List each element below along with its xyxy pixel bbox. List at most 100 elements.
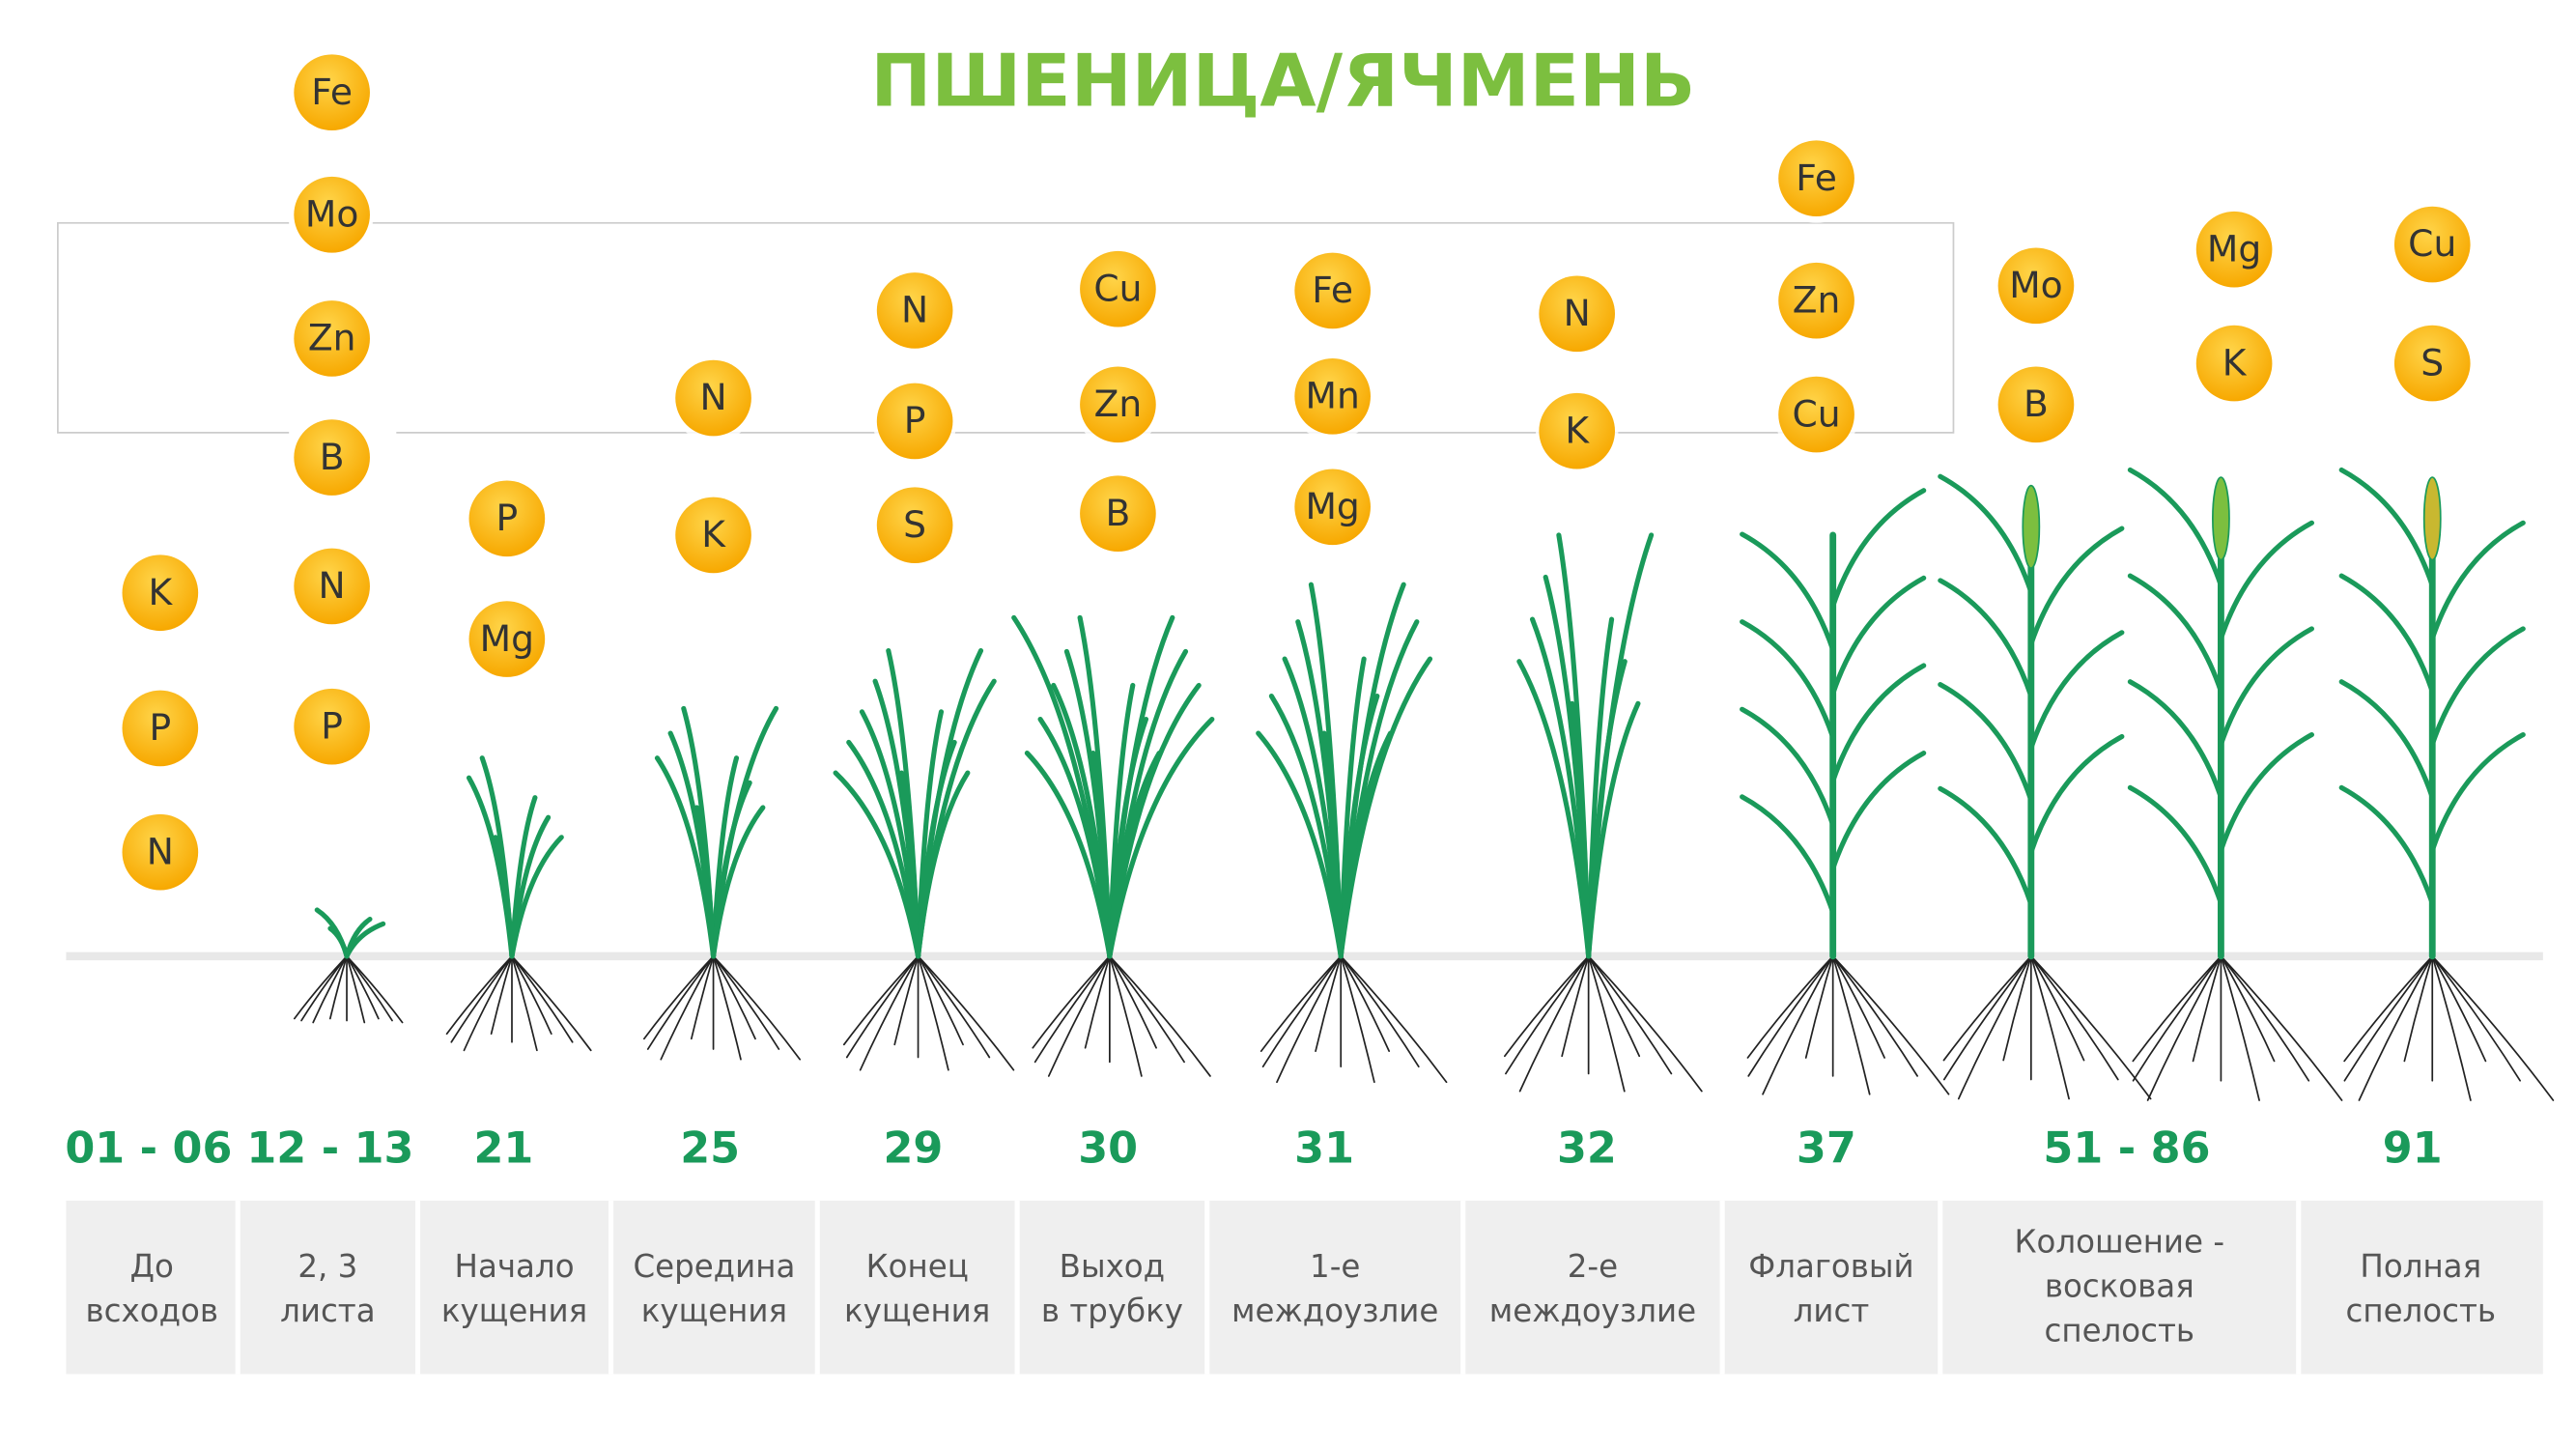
root — [1587, 955, 1626, 1093]
label-row — [66, 1200, 2543, 1375]
leaf — [2429, 520, 2526, 641]
root — [1587, 955, 1641, 1058]
element-symbol: Cu — [1093, 267, 1142, 309]
element-badge — [675, 497, 751, 574]
root — [2220, 955, 2260, 1101]
root — [346, 955, 404, 1024]
stage-code: 37 — [1797, 1124, 1856, 1174]
stage-label: Полная — [2360, 1248, 2481, 1285]
root — [643, 955, 715, 1040]
root — [1261, 955, 1343, 1068]
root — [2029, 955, 2070, 1100]
element-symbol: Mo — [305, 192, 358, 235]
root — [2029, 955, 2152, 1100]
stage-label: кущения — [844, 1293, 990, 1329]
element-symbol: Zn — [1793, 278, 1841, 321]
element-symbol: P — [150, 706, 172, 749]
leaf — [915, 678, 997, 959]
root — [1276, 955, 1343, 1084]
element-badge — [122, 554, 199, 632]
element-badge — [2393, 206, 2471, 283]
leaf — [1740, 619, 1836, 740]
element-symbol: K — [149, 571, 174, 613]
root — [1340, 955, 1420, 1068]
element-badge — [294, 419, 370, 496]
root — [712, 955, 780, 1050]
stage-label: в трубку — [1041, 1293, 1183, 1329]
stage-label: междоузлие — [1231, 1293, 1438, 1329]
leaf — [1830, 488, 1927, 609]
leaf — [2127, 784, 2223, 906]
plant — [1504, 532, 1703, 1093]
root — [1587, 955, 1673, 1075]
root — [1831, 955, 1885, 1059]
root — [1942, 955, 2032, 1081]
root — [2431, 955, 2555, 1101]
element-symbol: B — [2024, 383, 2049, 425]
element-badge — [2195, 325, 2273, 402]
leaf — [2127, 467, 2223, 588]
stage-label: Начало — [455, 1248, 575, 1285]
root — [463, 955, 513, 1052]
element-symbol: N — [699, 376, 726, 418]
element-symbol: Mg — [480, 617, 534, 660]
stage-code: 91 — [2383, 1124, 2443, 1174]
root — [1561, 955, 1590, 1058]
stage-code: 21 — [474, 1124, 534, 1174]
root — [917, 955, 991, 1059]
leaf — [1740, 531, 1836, 653]
root — [2431, 955, 2472, 1101]
root — [511, 955, 538, 1052]
plant — [2338, 467, 2555, 1101]
root — [1762, 955, 1834, 1095]
element-symbol: K — [701, 513, 726, 555]
leaf — [2028, 526, 2125, 647]
root — [346, 955, 393, 1022]
leaf — [314, 907, 350, 959]
root — [2358, 955, 2434, 1101]
root — [2132, 955, 2222, 1063]
leaf — [1516, 659, 1592, 959]
leaf — [1938, 473, 2034, 595]
root — [300, 955, 348, 1022]
element-symbol: N — [1564, 292, 1591, 334]
root — [917, 955, 964, 1046]
root — [1340, 955, 1448, 1084]
element-badge — [1080, 366, 1156, 443]
stage-label: кущения — [441, 1293, 587, 1329]
element-symbol: P — [496, 497, 519, 539]
plant — [1256, 582, 1448, 1084]
root — [1505, 955, 1590, 1075]
root — [2002, 955, 2032, 1062]
root — [1831, 955, 1918, 1077]
root — [1746, 955, 1834, 1059]
stage-label: Колошение - — [2014, 1223, 2224, 1260]
element-symbol: Mn — [1306, 375, 1360, 417]
root — [842, 955, 920, 1046]
stage-label: 1-е — [1310, 1248, 1360, 1285]
stage-label: Выход — [1060, 1248, 1165, 1285]
leaf — [2028, 733, 2125, 855]
element-symbol: B — [1106, 492, 1131, 534]
stage-code: 29 — [883, 1124, 943, 1174]
element-badge — [1778, 140, 1854, 216]
root — [1504, 955, 1590, 1058]
leaf — [1256, 730, 1344, 959]
stage-code: 12 - 13 — [246, 1124, 413, 1174]
element-badge — [294, 300, 370, 377]
root — [845, 955, 920, 1059]
element-badge — [1080, 250, 1156, 327]
stage-code: 30 — [1078, 1124, 1138, 1174]
root — [2343, 955, 2434, 1082]
stage-label: всходов — [86, 1293, 219, 1329]
element-badge — [876, 383, 953, 460]
element-symbol: Fe — [311, 71, 353, 113]
root — [1109, 955, 1185, 1064]
element-badge — [468, 480, 546, 557]
stage-label: кущения — [641, 1293, 787, 1329]
leaf — [1938, 578, 2034, 699]
stage-label: Флаговый — [1748, 1248, 1913, 1285]
root — [2029, 955, 2085, 1062]
